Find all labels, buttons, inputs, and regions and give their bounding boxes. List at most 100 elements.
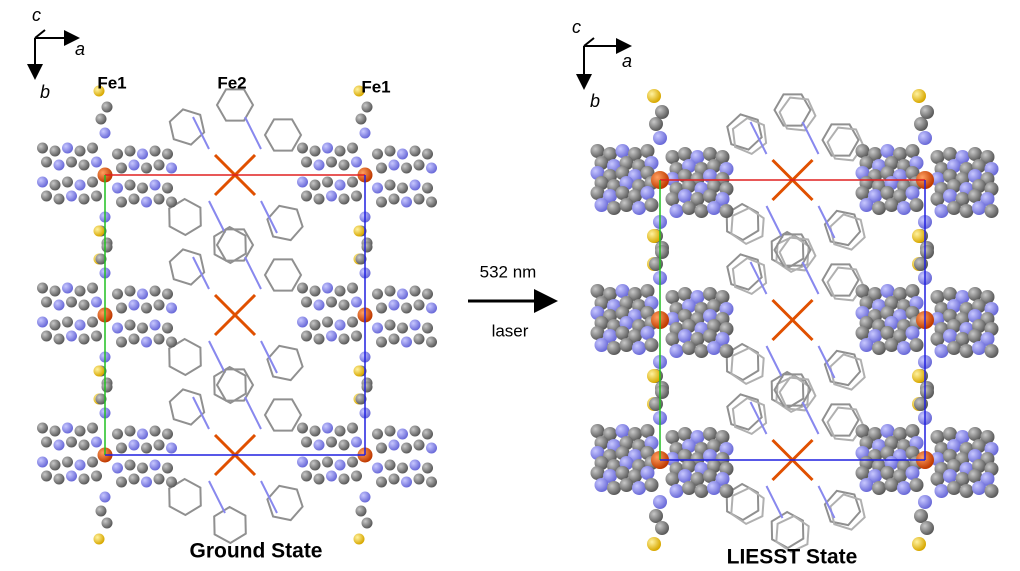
bond <box>793 440 813 460</box>
atom <box>41 297 52 308</box>
atom <box>326 157 337 168</box>
atom <box>943 329 957 343</box>
bond <box>773 460 793 480</box>
atom <box>62 457 73 468</box>
atom <box>372 289 383 300</box>
atom <box>655 105 669 119</box>
atom <box>297 457 308 468</box>
atom <box>426 443 437 454</box>
atom <box>362 382 373 393</box>
atom <box>655 521 669 535</box>
atom <box>162 429 173 440</box>
atom <box>100 492 111 503</box>
atom <box>335 146 346 157</box>
atom <box>860 338 874 352</box>
atom <box>314 334 325 345</box>
atom <box>141 337 152 348</box>
atom <box>351 191 362 202</box>
atom <box>947 201 961 215</box>
atom <box>116 477 127 488</box>
atom <box>678 329 692 343</box>
atom <box>141 303 152 314</box>
atom <box>649 117 663 131</box>
atom <box>666 150 680 164</box>
atom <box>410 426 421 437</box>
atom <box>595 338 609 352</box>
atom <box>647 89 661 103</box>
atom <box>897 481 911 495</box>
atom <box>162 149 173 160</box>
atom <box>591 186 605 200</box>
atom <box>335 180 346 191</box>
atom <box>414 194 425 205</box>
atom <box>94 534 105 545</box>
atom <box>972 341 986 355</box>
atom <box>322 423 333 434</box>
atom <box>347 457 358 468</box>
atom <box>385 286 396 297</box>
bond <box>803 402 819 434</box>
bond <box>767 486 783 518</box>
atom <box>422 183 433 194</box>
atom <box>616 186 630 200</box>
atom <box>591 326 605 340</box>
atom <box>906 326 920 340</box>
atom <box>912 537 926 551</box>
axis-label: b <box>40 82 50 102</box>
atom <box>960 344 974 358</box>
atom <box>947 481 961 495</box>
atom <box>616 424 630 438</box>
atom <box>860 478 874 492</box>
site-label: Fe1 <box>361 77 390 96</box>
atom <box>41 471 52 482</box>
atom <box>50 146 61 157</box>
atom <box>620 478 634 492</box>
atom <box>968 287 982 301</box>
atom <box>914 509 928 523</box>
atom <box>87 283 98 294</box>
atom <box>112 183 123 194</box>
axis-label: b <box>590 91 600 111</box>
crystal-structure <box>37 86 999 552</box>
atom <box>856 466 870 480</box>
atom <box>360 128 371 139</box>
ring <box>217 89 253 120</box>
atom <box>137 149 148 160</box>
atom <box>137 323 148 334</box>
atom <box>91 331 102 342</box>
atom <box>62 317 73 328</box>
atom <box>910 198 924 212</box>
atom <box>595 198 609 212</box>
atom <box>666 332 680 346</box>
atom <box>410 460 421 471</box>
atom <box>931 332 945 346</box>
atom <box>314 300 325 311</box>
atom <box>397 429 408 440</box>
atom <box>162 183 173 194</box>
atom <box>75 320 86 331</box>
bond <box>803 122 819 154</box>
bond <box>819 206 835 238</box>
atom <box>912 89 926 103</box>
atom <box>301 437 312 448</box>
bond <box>245 257 261 289</box>
axis-label: c <box>32 5 41 25</box>
atom <box>410 180 421 191</box>
atom <box>385 146 396 157</box>
atom <box>632 201 646 215</box>
atom <box>968 189 982 203</box>
atom <box>918 131 932 145</box>
atom <box>389 334 400 345</box>
atom <box>397 289 408 300</box>
atom <box>678 469 692 483</box>
atom <box>666 192 680 206</box>
atom <box>310 146 321 157</box>
atom <box>678 147 692 161</box>
atom <box>914 397 928 411</box>
bond <box>215 435 235 455</box>
atom <box>653 495 667 509</box>
atom <box>422 289 433 300</box>
atom <box>66 471 77 482</box>
atom <box>41 331 52 342</box>
atom <box>422 429 433 440</box>
